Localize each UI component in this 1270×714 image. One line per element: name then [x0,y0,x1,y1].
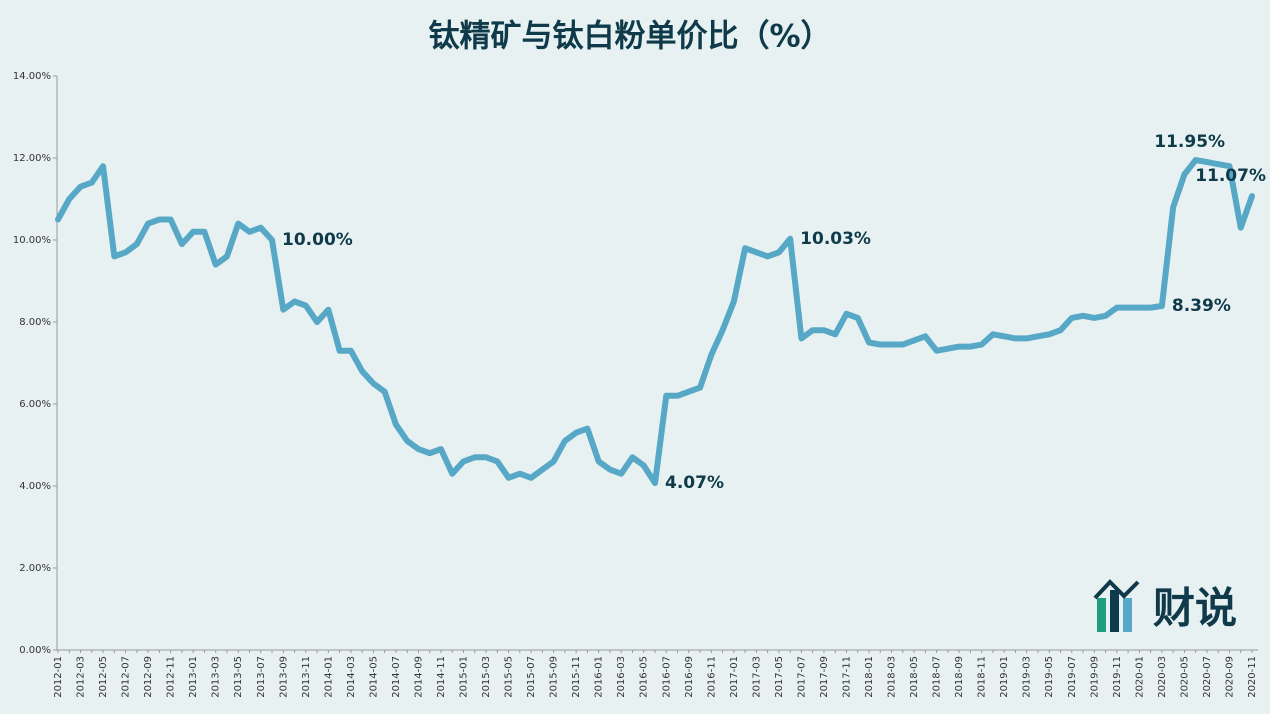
value-label: 4.07% [665,473,724,493]
x-tick-label: 2014-09 [413,656,424,698]
x-tick-label: 2012-07 [121,656,132,698]
x-tick-label: 2017-05 [774,656,785,698]
x-tick-label: 2018-01 [864,656,875,698]
y-tick-label: 2.00% [19,563,51,574]
value-label: 11.07% [1195,166,1266,186]
y-tick-label: 10.00% [13,235,51,246]
x-tick-label: 2012-11 [166,656,177,698]
x-tick-label: 2018-11 [977,656,988,698]
x-tick-label: 2016-11 [706,656,717,698]
x-tick-label: 2012-05 [98,656,109,698]
x-tick-label: 2015-07 [526,656,537,698]
x-tick-label: 2018-03 [887,656,898,698]
x-tick-label: 2019-03 [1022,656,1033,698]
x-tick-label: 2013-05 [233,656,244,698]
x-tick-label: 2012-03 [76,656,87,698]
x-tick-label: 2019-09 [1089,656,1100,698]
x-tick-label: 2017-03 [751,656,762,698]
value-label: 10.00% [282,230,353,250]
chart-title: 钛精矿与钛白粉单价比（%） [428,19,831,55]
x-tick-label: 2016-07 [661,656,672,698]
y-tick-label: 4.00% [19,481,51,492]
x-tick-label: 2013-07 [256,656,267,698]
x-tick-label: 2013-09 [278,656,289,698]
x-tick-label: 2016-03 [616,656,627,698]
x-tick-label: 2018-09 [954,656,965,698]
x-tick-label: 2014-03 [346,656,357,698]
x-tick-label: 2016-09 [684,656,695,698]
x-tick-label: 2015-03 [481,656,492,698]
x-tick-label: 2013-11 [301,656,312,698]
x-tick-label: 2019-05 [1044,656,1055,698]
x-tick-label: 2014-01 [323,656,334,698]
x-tick-label: 2013-03 [211,656,222,698]
y-tick-label: 8.00% [19,317,51,328]
y-tick-label: 6.00% [19,399,51,410]
value-label: 8.39% [1172,296,1231,316]
x-tick-label: 2020-05 [1179,656,1190,698]
logo-text: 财说 [1153,584,1237,633]
y-tick-label: 12.00% [13,153,51,164]
logo-bar [1110,590,1119,632]
x-tick-label: 2020-03 [1157,656,1168,698]
x-tick-label: 2018-05 [909,656,920,698]
x-tick-label: 2020-09 [1224,656,1235,698]
x-tick-label: 2020-07 [1202,656,1213,698]
x-tick-label: 2017-11 [841,656,852,698]
x-tick-label: 2012-09 [143,656,154,698]
logo-bar [1123,598,1132,632]
x-tick-label: 2015-11 [571,656,582,698]
logo-arrow [1093,579,1140,600]
x-tick-label: 2015-01 [459,656,470,698]
y-tick-label: 14.00% [13,71,51,82]
x-tick-label: 2019-01 [999,656,1010,698]
x-tick-label: 2017-07 [796,656,807,698]
x-tick-label: 2015-09 [549,656,560,698]
x-tick-label: 2020-11 [1247,656,1258,698]
x-tick-label: 2016-05 [639,656,650,698]
x-tick-label: 2019-07 [1067,656,1078,698]
x-tick-label: 2014-07 [391,656,402,698]
logo: 财说 [1093,579,1237,633]
x-tick-label: 2014-05 [368,656,379,698]
x-tick-label: 2013-01 [188,656,199,698]
x-tick-label: 2015-05 [504,656,515,698]
line [55,157,1255,487]
x-tick-label: 2018-07 [932,656,943,698]
x-tick-label: 2019-11 [1112,656,1123,698]
x-tick-label: 2017-01 [729,656,740,698]
value-label: 10.03% [800,229,871,249]
x-tick-label: 2012-01 [53,656,64,698]
logo-bar [1097,598,1106,632]
y-tick-label: 0.00% [19,645,51,656]
x-tick-label: 2020-01 [1134,656,1145,698]
x-tick-label: 2017-09 [819,656,830,698]
x-tick-label: 2014-11 [436,656,447,698]
x-tick-label: 2016-01 [594,656,605,698]
value-label: 11.95% [1154,132,1225,152]
